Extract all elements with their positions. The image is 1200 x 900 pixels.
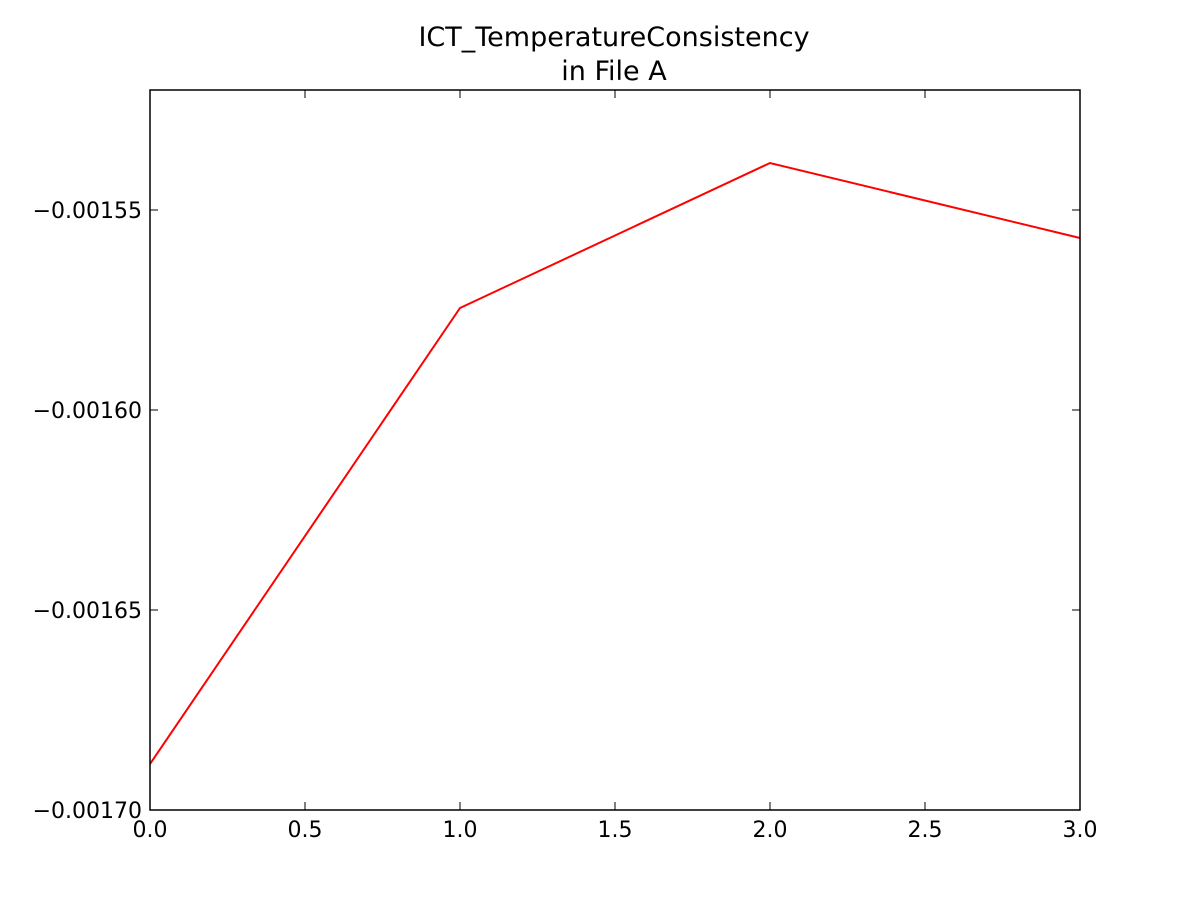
x-tick-label: 3.0 <box>1063 818 1098 843</box>
x-tick-label: 0.5 <box>288 818 323 843</box>
chart-title: ICT_TemperatureConsistency <box>418 22 809 53</box>
plot-frame <box>149 89 1081 811</box>
y-tick-label: −0.00165 <box>33 599 142 624</box>
y-tick-label: −0.00170 <box>33 799 142 824</box>
x-tick-label: 2.0 <box>753 818 788 843</box>
chart-subtitle: in File A <box>561 56 667 87</box>
x-tick-label: 2.5 <box>908 818 943 843</box>
x-tick-label: 1.5 <box>598 818 633 843</box>
y-tick-label: −0.00155 <box>33 199 142 224</box>
series-line <box>149 161 1081 765</box>
x-tick-label: 1.0 <box>443 818 478 843</box>
y-tick-label: −0.00160 <box>33 399 142 424</box>
x-tick-label: 0.0 <box>133 818 168 843</box>
